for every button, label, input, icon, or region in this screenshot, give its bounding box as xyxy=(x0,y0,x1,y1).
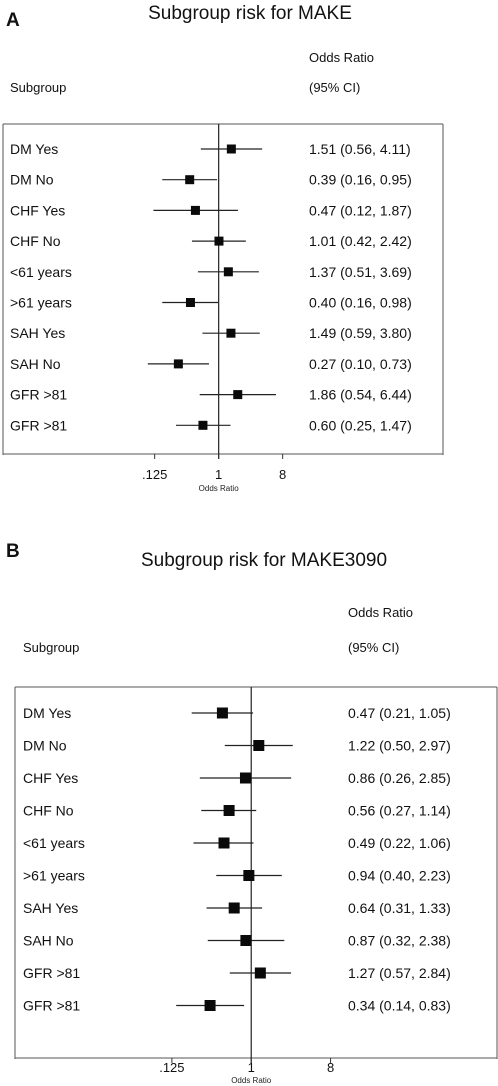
odds-ratio-value: 1.37 (0.51, 3.69) xyxy=(309,264,412,280)
odds-ratio-point xyxy=(233,390,243,400)
subgroup-label: GFR >81 xyxy=(10,387,67,403)
odds-ratio-value: 1.22 (0.50, 2.97) xyxy=(348,738,451,754)
odds-ratio-point xyxy=(173,359,183,369)
odds-ratio-point xyxy=(228,902,240,914)
subgroup-label: DM Yes xyxy=(23,705,71,721)
odds-ratio-value: 1.01 (0.42, 2.42) xyxy=(309,233,412,249)
odds-ratio-point xyxy=(185,298,195,307)
odds-ratio-point xyxy=(243,870,255,881)
odds-ratio-point xyxy=(218,837,230,849)
subgroup-label: GFR >81 xyxy=(10,417,67,433)
odds-ratio-value: 0.49 (0.22, 1.06) xyxy=(348,835,451,851)
subgroup-label: <61 years xyxy=(10,264,72,280)
subgroup-label: DM Yes xyxy=(10,141,58,157)
subgroup-label: CHF No xyxy=(23,803,74,819)
odds-ratio-point xyxy=(216,707,228,719)
odds-ratio-value: 0.39 (0.16, 0.95) xyxy=(309,172,412,188)
odds-ratio-point xyxy=(223,267,233,277)
ci-column-header: (95% CI) xyxy=(348,640,399,655)
odds-ratio-value: 1.49 (0.59, 3.80) xyxy=(309,325,412,341)
odds-ratio-point xyxy=(214,236,224,246)
odds-ratio-value: 0.56 (0.27, 1.14) xyxy=(348,803,451,819)
subgroup-label: >61 years xyxy=(23,868,85,884)
subgroup-label: SAH No xyxy=(10,356,61,372)
subgroup-label: CHF No xyxy=(10,233,61,249)
panel-b-forest-plot: Subgroup risk for MAKE3090 Subgroup Odds R… xyxy=(14,550,498,1085)
subgroup-label: SAH No xyxy=(23,933,74,949)
subgroup-label: DM No xyxy=(23,738,67,754)
odds-ratio-value: 0.47 (0.12, 1.87) xyxy=(309,202,412,218)
subgroup-label: <61 years xyxy=(23,835,85,851)
odds-ratio-point xyxy=(226,328,236,338)
odds-ratio-point xyxy=(253,740,265,751)
odds-ratio-column-header: Odds Ratio xyxy=(348,605,413,620)
odds-ratio-point xyxy=(185,175,195,185)
x-tick-label: .125 xyxy=(142,467,167,482)
odds-ratio-point xyxy=(254,967,266,979)
subgroup-label: CHF Yes xyxy=(10,202,65,218)
x-tick-label: 8 xyxy=(279,467,286,482)
x-axis-label: Odds Ratio xyxy=(199,484,240,493)
ci-column-header: (95% CI) xyxy=(309,80,360,95)
panel-a-letter: A xyxy=(6,10,20,31)
odds-ratio-value: 0.47 (0.21, 1.05) xyxy=(348,705,451,721)
odds-ratio-value: 1.51 (0.56, 4.11) xyxy=(309,141,411,157)
panel-a-forest-plot: Subgroup risk for MAKE Subgroup Odds Ratio… xyxy=(2,3,444,493)
odds-ratio-value: 0.34 (0.14, 0.83) xyxy=(348,998,451,1014)
x-tick-label: .125 xyxy=(159,1060,184,1075)
odds-ratio-value: 0.60 (0.25, 1.47) xyxy=(309,417,412,433)
odds-ratio-value: 0.64 (0.31, 1.33) xyxy=(348,900,451,916)
odds-ratio-value: 0.86 (0.26, 2.85) xyxy=(348,770,451,786)
odds-ratio-point xyxy=(240,935,252,946)
subgroup-column-header: Subgroup xyxy=(23,640,79,655)
odds-ratio-point xyxy=(190,205,200,215)
odds-ratio-value: 0.40 (0.16, 0.98) xyxy=(309,295,412,311)
subgroup-label: SAH Yes xyxy=(23,900,78,916)
panel-b-letter: B xyxy=(6,541,20,562)
x-tick-label: 1 xyxy=(248,1060,255,1075)
chart-title: Subgroup risk for MAKE3090 xyxy=(141,550,387,571)
subgroup-label: GFR >81 xyxy=(23,965,80,981)
subgroup-label: CHF Yes xyxy=(23,770,78,786)
x-tick-label: 8 xyxy=(327,1060,334,1075)
odds-ratio-point xyxy=(226,144,236,154)
odds-ratio-value: 0.94 (0.40, 2.23) xyxy=(348,868,451,884)
subgroup-label: GFR >81 xyxy=(23,998,80,1014)
odds-ratio-point xyxy=(198,420,208,430)
odds-ratio-point xyxy=(204,1000,216,1011)
odds-ratio-point xyxy=(223,805,235,816)
odds-ratio-value: 0.87 (0.32, 2.38) xyxy=(348,933,451,949)
subgroup-label: DM No xyxy=(10,172,54,188)
subgroup-column-header: Subgroup xyxy=(10,80,66,95)
odds-ratio-value: 1.86 (0.54, 6.44) xyxy=(309,387,412,403)
x-axis-label: Odds Ratio xyxy=(231,1076,272,1085)
subgroup-label: SAH Yes xyxy=(10,325,65,341)
odds-ratio-point xyxy=(239,772,251,784)
chart-title: Subgroup risk for MAKE xyxy=(148,3,352,24)
subgroup-label: >61 years xyxy=(10,295,72,311)
x-tick-label: 1 xyxy=(215,467,222,482)
odds-ratio-value: 0.27 (0.10, 0.73) xyxy=(309,356,412,372)
odds-ratio-column-header: Odds Ratio xyxy=(309,50,374,65)
odds-ratio-value: 1.27 (0.57, 2.84) xyxy=(348,965,451,981)
